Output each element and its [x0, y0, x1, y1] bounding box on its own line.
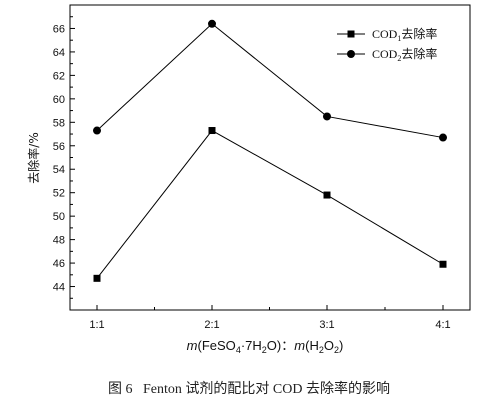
- data-point-circle: [323, 112, 331, 121]
- y-tick-label: 58: [53, 117, 65, 129]
- data-point-circle: [208, 19, 216, 28]
- data-point-square: [439, 260, 447, 268]
- x-tick-label: 4:1: [435, 319, 450, 331]
- x-tick-label: 2:1: [204, 319, 219, 331]
- y-tick-label: 56: [53, 141, 65, 153]
- data-point-square: [208, 127, 216, 135]
- x-tick-label: 1:1: [89, 319, 104, 331]
- series-line-1: [96, 129, 444, 279]
- x-axis: 1:1 2:1 3:1 4:1: [89, 305, 451, 331]
- figure-caption: 图 6 Fenton 试剂的配比对 COD 去除率的影响: [108, 380, 390, 397]
- y-tick-label: 64: [53, 47, 65, 59]
- legend-square-marker: [347, 30, 355, 38]
- legend: COD1去除率 COD2去除率: [337, 26, 437, 63]
- legend-circle-marker: [347, 50, 355, 58]
- y-axis-label: 去除率/%: [26, 132, 41, 183]
- x-axis-label: m(FeSO4·7H2O)：m(H2O2): [187, 338, 344, 355]
- y-tick-label: 52: [53, 188, 65, 200]
- data-point-circle: [93, 126, 101, 135]
- y-tick-label: 54: [53, 164, 65, 176]
- y-tick-label: 44: [53, 282, 65, 294]
- series-layer: [93, 19, 447, 282]
- legend-label: COD1去除率: [372, 26, 437, 43]
- data-point-square: [93, 274, 101, 282]
- y-tick-label: 46: [53, 258, 65, 270]
- data-point-square: [323, 191, 331, 199]
- data-point-circle: [439, 133, 447, 142]
- x-tick-label: 3:1: [319, 319, 334, 331]
- y-tick-label: 62: [53, 70, 65, 82]
- legend-label: COD2去除率: [372, 46, 437, 63]
- series-line-2: [96, 23, 444, 139]
- y-tick-label: 48: [53, 235, 65, 247]
- y-axis: 44 46 48 50 52 54 56 58 60 62 64 66: [53, 16, 75, 299]
- y-tick-label: 60: [53, 94, 65, 106]
- y-tick-label: 66: [53, 23, 65, 35]
- y-tick-label: 50: [53, 211, 65, 223]
